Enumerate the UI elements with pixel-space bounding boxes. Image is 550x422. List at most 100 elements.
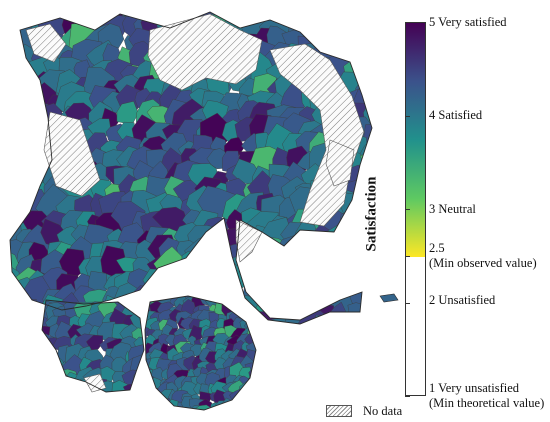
map-region bbox=[353, 253, 372, 280]
map-region bbox=[123, 383, 139, 392]
map-region bbox=[275, 270, 303, 294]
map-region bbox=[48, 379, 62, 392]
map-region bbox=[329, 232, 360, 264]
map-region bbox=[283, 285, 314, 314]
map-region bbox=[10, 12, 24, 24]
map-region bbox=[42, 370, 53, 389]
map-region bbox=[238, 401, 256, 410]
map-region bbox=[159, 296, 173, 300]
map-region bbox=[212, 272, 231, 294]
map-region bbox=[166, 405, 183, 410]
map-region bbox=[149, 397, 166, 410]
map-region bbox=[339, 28, 365, 60]
legend-label-4: 4 Satisfied bbox=[429, 108, 483, 122]
map-region bbox=[339, 312, 368, 324]
map-region bbox=[145, 302, 150, 316]
no-data-region bbox=[147, 13, 263, 91]
map-region bbox=[73, 12, 103, 24]
colorbar-tick bbox=[405, 302, 410, 304]
legend-label-1: 1 Very unsatisfied bbox=[429, 381, 520, 395]
colorbar-tick bbox=[405, 396, 410, 397]
map-region bbox=[10, 49, 25, 85]
landmass-outline bbox=[9, 11, 373, 325]
map-region bbox=[246, 312, 256, 327]
colorbar-tick bbox=[405, 255, 410, 257]
map-region bbox=[270, 299, 293, 324]
map-region bbox=[204, 253, 234, 278]
map-region bbox=[145, 396, 160, 410]
map-region bbox=[358, 55, 372, 87]
map-region bbox=[14, 311, 37, 324]
map-region bbox=[160, 265, 186, 289]
map-region bbox=[42, 355, 52, 374]
map-region bbox=[332, 18, 352, 41]
map-region bbox=[241, 271, 263, 289]
map-region bbox=[211, 406, 229, 410]
map-region bbox=[145, 398, 153, 410]
map-region bbox=[43, 366, 62, 383]
map-region bbox=[86, 334, 103, 351]
legend-label-2: 2 Unsatisfied bbox=[429, 293, 496, 307]
map-region bbox=[145, 404, 159, 410]
map-region bbox=[10, 195, 24, 220]
map-region bbox=[56, 368, 78, 391]
map-region bbox=[151, 404, 164, 410]
map-region bbox=[42, 349, 51, 367]
map-region bbox=[225, 409, 237, 410]
map-region bbox=[352, 29, 372, 63]
no-data-region bbox=[325, 139, 355, 187]
map-region bbox=[145, 296, 156, 302]
map-region bbox=[307, 15, 337, 46]
map-region bbox=[339, 210, 362, 227]
map-region bbox=[10, 167, 27, 196]
map-region bbox=[303, 12, 335, 32]
map-region bbox=[313, 264, 338, 292]
landmass-outline bbox=[144, 295, 257, 411]
colorbar-tick bbox=[405, 209, 410, 210]
colorbar-title: Satisfaction bbox=[363, 176, 380, 252]
map-region bbox=[271, 256, 294, 278]
map-region bbox=[341, 12, 371, 31]
map-region bbox=[207, 296, 221, 300]
map-region bbox=[241, 12, 263, 23]
map-region bbox=[265, 270, 290, 299]
map-region bbox=[247, 405, 256, 410]
map-region bbox=[292, 282, 320, 310]
map-region bbox=[240, 408, 253, 410]
map-region bbox=[176, 410, 191, 420]
no-data-region bbox=[83, 373, 107, 393]
map-region bbox=[228, 405, 246, 410]
legend-label-2-5: 2.5 bbox=[429, 241, 445, 255]
map-region bbox=[10, 301, 22, 324]
colorbar bbox=[405, 22, 426, 396]
map-region bbox=[190, 254, 224, 284]
map-region bbox=[313, 314, 341, 324]
map-region bbox=[151, 296, 166, 301]
map-region bbox=[13, 168, 35, 189]
map-region bbox=[145, 296, 148, 310]
map-region bbox=[207, 239, 228, 262]
map-region bbox=[10, 89, 20, 109]
colorbar-tick bbox=[405, 22, 410, 23]
map-region bbox=[245, 387, 256, 407]
map-region bbox=[313, 238, 339, 267]
colorbar-tick bbox=[405, 115, 410, 117]
map-region bbox=[325, 318, 345, 324]
map-region bbox=[293, 272, 329, 303]
map-region bbox=[358, 12, 372, 24]
map-region bbox=[10, 185, 32, 204]
map-region bbox=[245, 399, 256, 410]
map-region bbox=[10, 283, 17, 302]
map-region bbox=[300, 237, 323, 265]
map-region bbox=[12, 299, 37, 322]
map-region bbox=[255, 250, 275, 274]
map-region bbox=[187, 224, 220, 259]
colorbar-unobserved-range bbox=[406, 256, 425, 395]
legend-note-min-theoretical: (Min theoretical value) bbox=[429, 396, 545, 410]
map-region bbox=[42, 379, 49, 392]
legend-label-3: 3 Neutral bbox=[429, 202, 476, 216]
map-region bbox=[44, 350, 58, 367]
legend-note-min-observed: (Min observed value) bbox=[429, 256, 537, 270]
map-region bbox=[10, 29, 24, 57]
map-region bbox=[239, 391, 250, 405]
